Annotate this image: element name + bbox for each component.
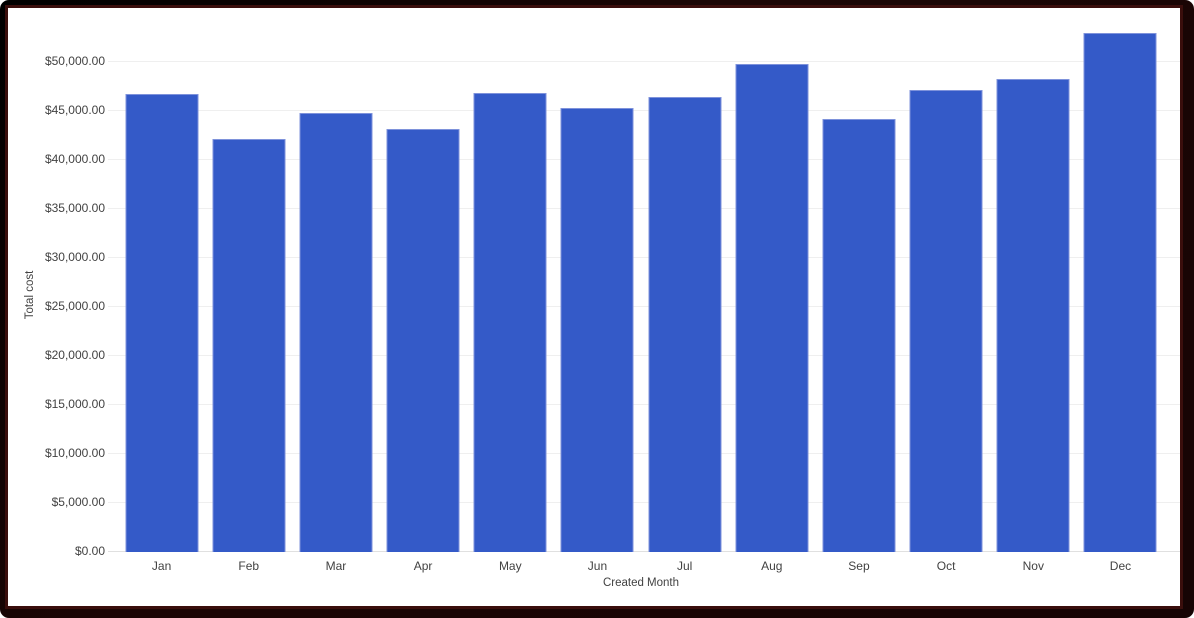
gridline — [108, 502, 1180, 503]
bar-aug[interactable] — [735, 63, 809, 552]
bar-nov[interactable] — [996, 78, 1070, 552]
bar-jun[interactable] — [560, 108, 634, 552]
x-tick-label-feb: Feb — [238, 559, 260, 573]
x-axis-title: Created Month — [602, 577, 680, 589]
x-tick-label-mar: Mar — [325, 559, 347, 573]
bar-feb[interactable] — [212, 139, 286, 552]
x-tick-label-jul: Jul — [676, 559, 693, 573]
x-tick-label-jun: Jun — [587, 559, 608, 573]
bar-may[interactable] — [473, 93, 547, 552]
bar-mar[interactable] — [299, 112, 373, 552]
y-tick-label: $15,000.00 — [44, 397, 105, 411]
y-tick-label: $20,000.00 — [44, 348, 105, 362]
x-tick-label-jan: Jan — [151, 559, 172, 573]
y-tick-label: $10,000.00 — [44, 446, 105, 460]
bar-slot-apr — [380, 20, 467, 552]
gridline — [108, 306, 1180, 307]
bar-series — [118, 20, 1164, 552]
x-tick-label-oct: Oct — [936, 559, 956, 573]
gridline — [108, 110, 1180, 111]
x-tick-label-sep: Sep — [848, 559, 870, 573]
x-axis-tick-labels: Jan Feb Mar Apr May Jun Jul Aug Sep Oct Nov Dec — [118, 559, 1164, 573]
bar-jul[interactable] — [648, 97, 722, 552]
y-tick-label: $35,000.00 — [44, 201, 105, 215]
bar-slot-may — [467, 20, 554, 552]
gridline — [108, 159, 1180, 160]
bar-dec[interactable] — [1083, 32, 1157, 552]
y-tick-label: $0.00 — [74, 544, 105, 558]
bar-apr[interactable] — [386, 128, 460, 552]
gridline — [108, 355, 1180, 356]
bar-jan[interactable] — [125, 94, 199, 552]
bar-slot-feb — [205, 20, 292, 552]
bar-oct[interactable] — [909, 90, 983, 552]
y-tick-label: $5,000.00 — [51, 495, 105, 509]
y-tick-label: $25,000.00 — [44, 299, 105, 313]
bar-slot-sep — [815, 20, 902, 552]
gridline — [108, 208, 1180, 209]
y-tick-label: $40,000.00 — [44, 152, 105, 166]
y-axis-tick-labels: $0.00 $5,000.00 $10,000.00 $15,000.00 $20,00… — [8, 20, 105, 558]
y-tick-label: $50,000.00 — [44, 54, 105, 68]
x-axis-baseline — [108, 551, 1180, 552]
gridline — [108, 404, 1180, 405]
bar-slot-jun — [554, 20, 641, 552]
x-tick-label-dec: Dec — [1109, 559, 1132, 573]
x-tick-label-nov: Nov — [1022, 559, 1044, 573]
x-tick-label-may: May — [498, 559, 522, 573]
bar-slot-jul — [641, 20, 728, 552]
bar-slot-mar — [292, 20, 379, 552]
gridline — [108, 453, 1180, 454]
plot-area — [108, 20, 1180, 552]
gridline — [108, 61, 1180, 62]
bar-slot-nov — [990, 20, 1077, 552]
x-tick-label-aug: Aug — [761, 559, 783, 573]
bar-slot-dec — [1077, 20, 1164, 552]
bar-slot-aug — [728, 20, 815, 552]
x-tick-label-apr: Apr — [413, 559, 433, 573]
bar-chart: Total cost $0.00 $5,000.00 $10,000.00 $15,0… — [8, 8, 1180, 606]
bar-sep[interactable] — [822, 118, 896, 552]
y-tick-label: $30,000.00 — [44, 250, 105, 264]
gridline — [108, 257, 1180, 258]
bar-slot-oct — [903, 20, 990, 552]
y-tick-label: $45,000.00 — [44, 103, 105, 117]
bar-slot-jan — [118, 20, 205, 552]
